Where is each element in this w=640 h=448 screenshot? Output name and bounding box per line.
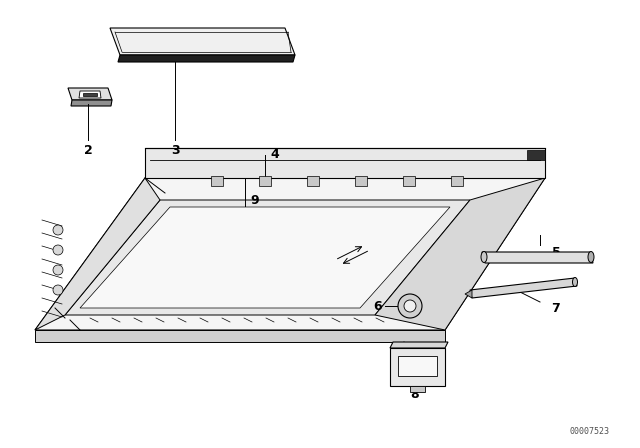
Polygon shape [211,176,223,186]
Polygon shape [403,176,415,186]
Polygon shape [145,148,545,178]
Circle shape [53,225,63,235]
Polygon shape [35,330,445,342]
Polygon shape [390,348,445,386]
Polygon shape [65,200,470,315]
Text: 00007523: 00007523 [570,427,610,436]
Polygon shape [355,176,367,186]
Polygon shape [451,176,463,186]
Polygon shape [118,55,295,62]
Polygon shape [80,207,450,308]
Circle shape [53,285,63,295]
Polygon shape [527,150,545,160]
Polygon shape [259,176,271,186]
Ellipse shape [588,251,594,263]
Polygon shape [482,252,593,263]
Polygon shape [110,28,295,55]
Text: 8: 8 [411,388,419,401]
Text: 9: 9 [251,194,259,207]
Polygon shape [35,178,160,330]
Text: 7: 7 [552,302,561,314]
Ellipse shape [481,251,487,263]
Circle shape [53,245,63,255]
Polygon shape [390,342,448,348]
Text: 3: 3 [171,143,179,156]
Polygon shape [470,278,577,298]
Text: 2: 2 [84,143,92,156]
Circle shape [53,265,63,275]
Polygon shape [79,91,101,98]
Ellipse shape [573,277,577,287]
Text: 4: 4 [271,148,280,161]
Polygon shape [83,93,97,96]
Polygon shape [307,176,319,186]
Polygon shape [71,100,112,106]
Text: 6: 6 [374,300,382,313]
Polygon shape [35,178,545,330]
Polygon shape [398,356,437,376]
Text: 5: 5 [552,246,561,258]
Polygon shape [410,386,425,392]
Circle shape [398,294,422,318]
Polygon shape [465,290,472,298]
Polygon shape [68,88,112,100]
Polygon shape [375,178,545,330]
Circle shape [404,300,416,312]
